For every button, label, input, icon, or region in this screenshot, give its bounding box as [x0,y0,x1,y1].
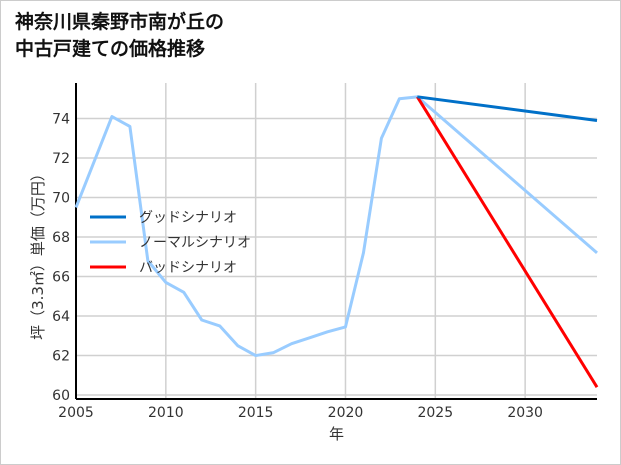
y-tick-label: 72 [52,151,70,167]
legend-label: グッドシナリオ [139,210,237,226]
chart-title: 神奈川県秦野市南が丘の 中古戸建ての価格推移 [15,9,224,63]
y-tick-label: 62 [52,349,70,365]
y-tick-label: 60 [52,388,70,404]
title-line-1: 神奈川県秦野市南が丘の [15,11,225,33]
y-axis-label: 坪（3.3㎡）単価（万円） [29,166,47,340]
x-tick-label: 2005 [58,405,94,421]
x-tick-label: 2015 [238,405,274,421]
series-line-1 [417,95,598,123]
series-line-3 [416,96,599,388]
series-line-2 [74,95,598,358]
x-tick-label: 2025 [417,405,453,421]
legend-label: バッドシナリオ [139,260,237,276]
y-tick-label: 66 [52,270,70,286]
y-tick-label: 64 [52,309,70,325]
y-tick-label: 70 [52,191,70,207]
y-tick-label: 68 [52,230,70,246]
x-tick-label: 2010 [148,405,184,421]
x-axis-label: 年 [329,425,344,443]
x-tick-label: 2020 [328,405,364,421]
y-tick-label: 74 [52,112,70,128]
title-line-2: 中古戸建ての価格推移 [15,38,206,60]
x-tick-label: 2030 [507,405,543,421]
legend-label: ノーマルシナリオ [139,235,251,251]
